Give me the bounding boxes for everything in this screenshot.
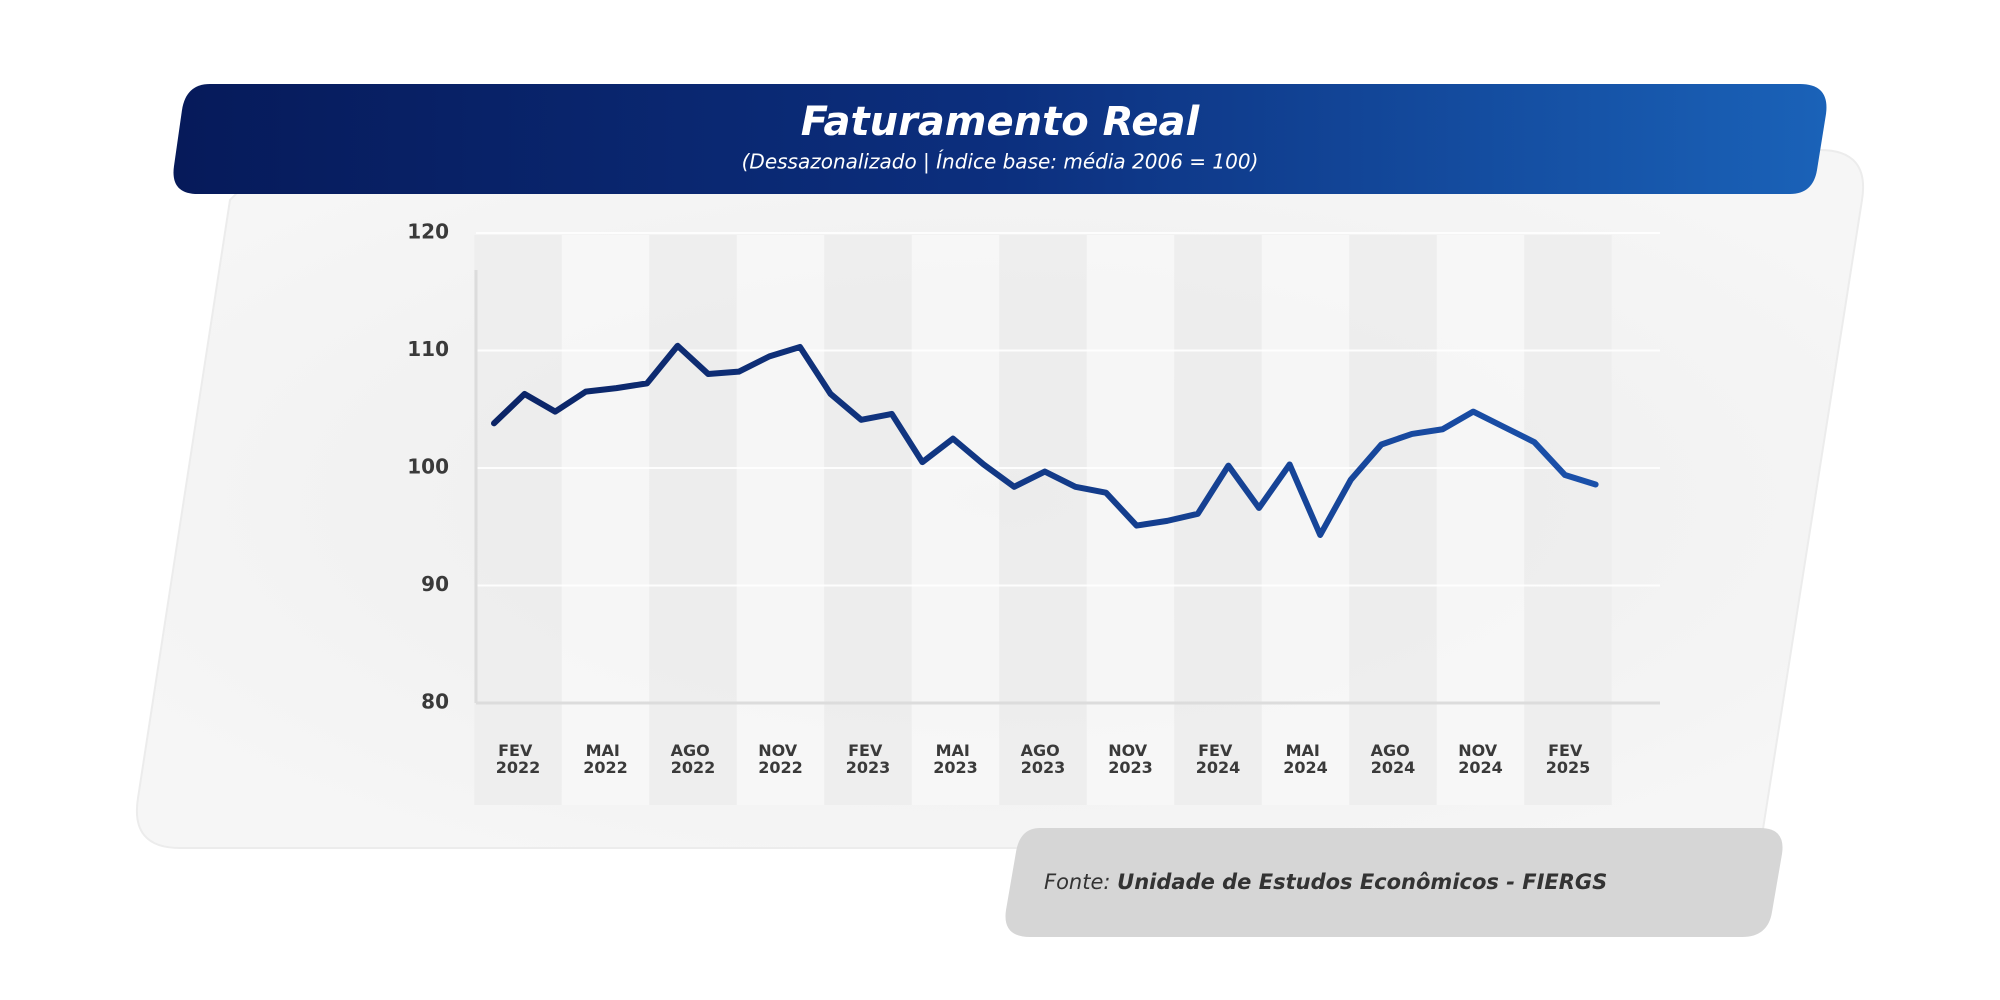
y-tick-label: 80	[421, 690, 449, 714]
x-tick-label: MAI 2024	[1283, 741, 1328, 777]
x-tick-label: FEV 2024	[1196, 741, 1241, 777]
y-tick-label: 90	[421, 572, 449, 596]
column-band	[1174, 235, 1262, 805]
column-band	[1524, 235, 1612, 805]
chart-subtitle: (Dessazonalizado | Índice base: média 20…	[742, 150, 1259, 174]
x-tick-label: NOV 2023	[1108, 741, 1153, 777]
data-line	[491, 342, 1599, 538]
column-band	[474, 235, 562, 805]
chart-title: Faturamento Real	[801, 99, 1201, 145]
x-tick-label: MAI 2022	[583, 741, 628, 777]
column-band	[1261, 235, 1350, 805]
column-band	[649, 235, 737, 805]
column-band	[911, 235, 1000, 805]
column-band	[824, 235, 912, 805]
x-tick-label: FEV 2023	[846, 741, 891, 777]
x-tick-label: FEV 2022	[496, 741, 541, 777]
y-tick-label: 120	[407, 220, 449, 244]
x-tick-label: MAI 2023	[933, 741, 978, 777]
source-text: Unidade de Estudos Econômicos - FIERGS	[1117, 870, 1607, 894]
y-tick-label: 100	[407, 455, 449, 479]
column-band	[999, 235, 1087, 805]
column-band	[561, 235, 650, 805]
source-label: Fonte:	[1044, 870, 1110, 894]
x-tick-label: AGO 2023	[1021, 741, 1066, 777]
y-tick-label: 110	[407, 337, 449, 361]
column-band	[736, 235, 825, 805]
source: Fonte: Unidade de Estudos Econômicos - F…	[1044, 870, 1607, 894]
x-tick-label: NOV 2024	[1458, 741, 1503, 777]
header-banner	[173, 84, 1827, 194]
x-tick-label: AGO 2022	[671, 741, 716, 777]
column-band	[1349, 235, 1437, 805]
column-band	[1436, 235, 1525, 805]
source-box	[1005, 828, 1783, 937]
x-tick-label: FEV 2025	[1546, 741, 1591, 777]
x-tick-label: AGO 2024	[1371, 741, 1416, 777]
x-tick-label: NOV 2022	[758, 741, 803, 777]
